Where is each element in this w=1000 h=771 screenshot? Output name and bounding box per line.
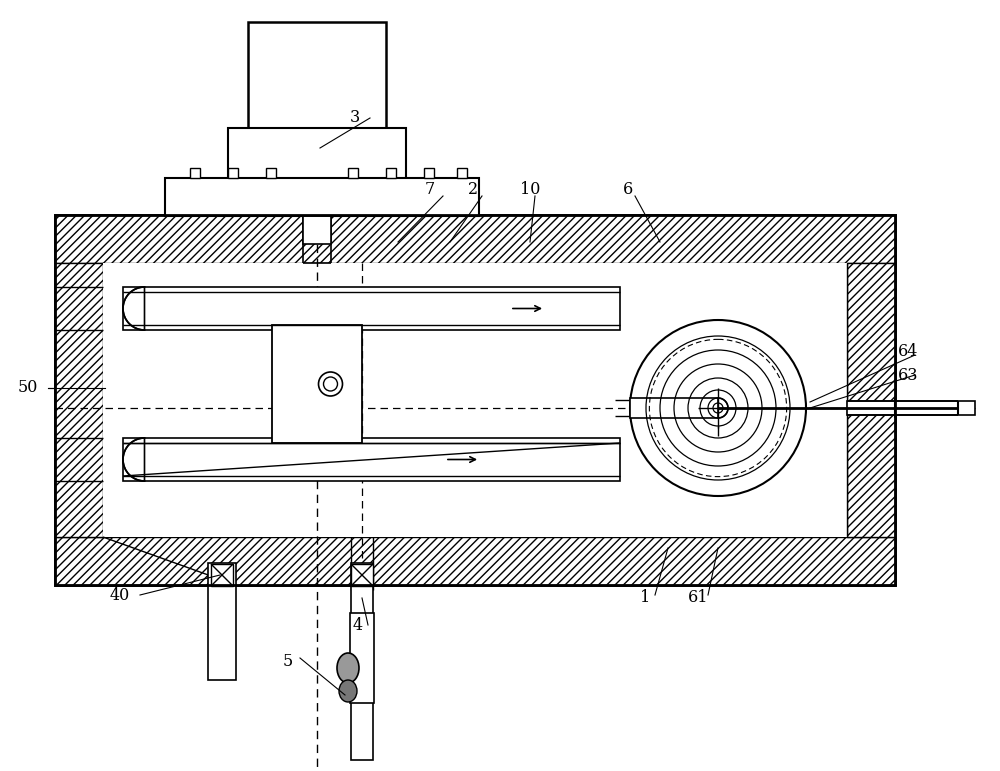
Wedge shape [123,287,144,330]
Bar [457,168,467,178]
Bar [55,215,895,585]
Bar [847,401,975,415]
Text: 40: 40 [110,587,130,604]
Ellipse shape [339,680,357,702]
Ellipse shape [337,653,359,683]
Bar [386,168,396,178]
Bar [211,564,233,586]
Bar [303,216,331,244]
Bar [350,613,374,703]
Circle shape [630,320,806,496]
Text: 7: 7 [425,181,435,198]
Bar [55,215,895,585]
Bar [165,178,479,216]
Bar [248,22,386,130]
Bar [103,263,847,537]
Text: 5: 5 [283,654,293,671]
Bar [123,438,620,481]
Text: 2: 2 [468,181,478,198]
Wedge shape [123,438,144,481]
Text: 6: 6 [623,181,633,198]
Text: 10: 10 [520,181,540,198]
Text: 50: 50 [18,379,38,396]
Bar [272,325,362,443]
Bar [55,263,103,537]
Bar [190,168,200,178]
Text: 1: 1 [640,590,650,607]
Bar [348,168,358,178]
Bar [208,563,236,680]
Text: 61: 61 [688,590,708,607]
Text: 4: 4 [353,617,363,634]
Bar [228,168,238,178]
Text: 63: 63 [898,366,918,383]
Bar [55,537,895,585]
Bar [847,263,895,537]
Text: 3: 3 [350,109,360,126]
Text: 64: 64 [898,344,918,361]
Bar [228,128,406,180]
Bar [55,215,895,263]
Bar [351,564,373,586]
Bar [630,398,718,418]
Bar [424,168,434,178]
Bar [266,168,276,178]
Bar [123,287,620,330]
Bar [351,563,373,760]
